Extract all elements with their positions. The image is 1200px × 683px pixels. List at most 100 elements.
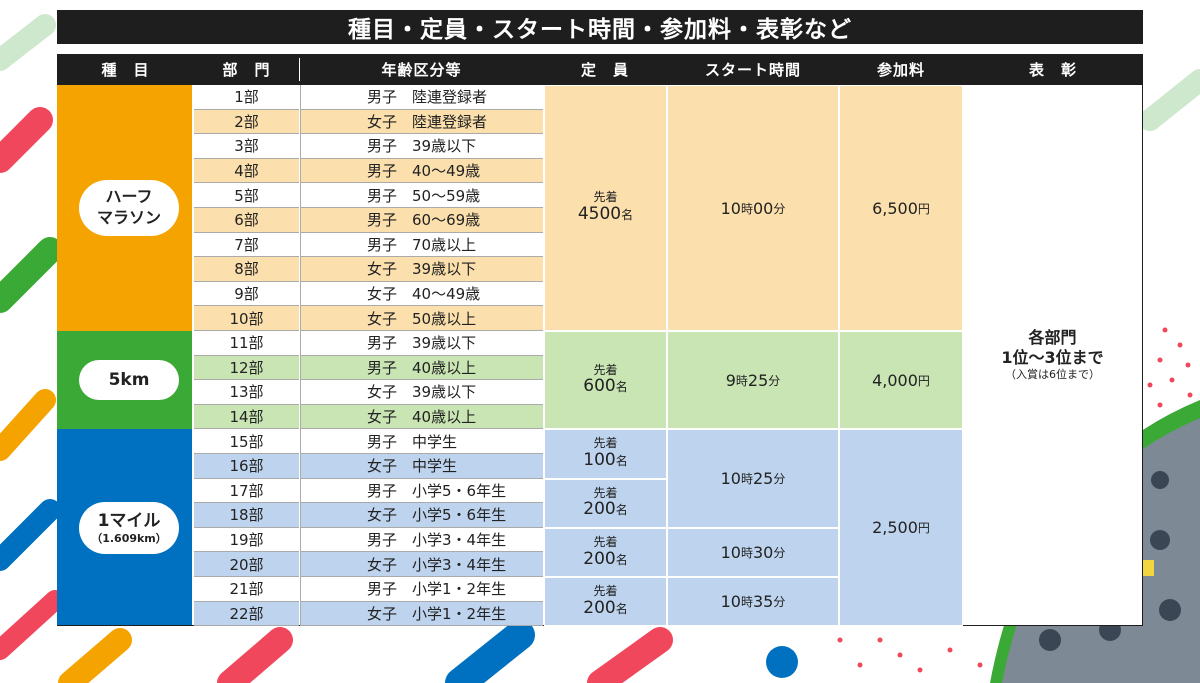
fee-value: 4,000 [872,370,918,390]
event-label-5km: 5km [79,360,179,400]
capacity-cell: 先着 100名 [544,429,667,479]
age-class-text: 男子 70歳以上 [367,235,477,254]
event-name-line2: マラソン [96,208,161,227]
age-class-cell: 男子 60〜69歳 [300,208,543,233]
age-class-text: 男子 小学5・6年生 [367,481,507,500]
division-number: 1部 [234,88,259,107]
age-class-text: 女子 小学3・4年生 [367,555,507,574]
event-name-line2: （1.609km） [91,531,167,545]
award-cell: 各部門 1位〜3位まで （入賞は6位まで） [963,85,1142,625]
capacity-unit: 名 [615,503,628,518]
event-name-line1: 1マイル [97,511,161,532]
start-time-cell: 10 時 30 分 [667,527,839,577]
age-class-text: 女子 50歳以上 [367,309,477,328]
age-class-text: 男子 中学生 [367,432,458,451]
division-cell: 16部 [194,454,299,479]
division-number: 20部 [229,555,264,574]
division-cell: 14部 [194,404,299,430]
capacity-value: 600 [583,376,616,397]
division-number: 10部 [229,309,264,328]
award-line2: 1位〜3位まで [1001,348,1104,368]
capacity-cell: 先着 200名 [544,577,667,627]
capacity-unit: 名 [615,601,628,616]
age-class-cell: 男子 40歳以上 [300,355,543,381]
division-number: 19部 [229,531,264,550]
division-number: 11部 [229,334,264,353]
age-class-text: 女子 中学生 [367,457,458,476]
age-class-cell: 男子 小学3・4年生 [300,527,543,553]
age-class-cell: 女子 39歳以下 [300,380,543,405]
age-class-cell: 女子 40歳以上 [300,404,543,430]
start-hour: 10 [720,592,741,612]
header-award: 表 彰 [963,54,1143,85]
division-cell: 19部 [194,527,299,553]
capacity-label: 先着 [593,362,618,377]
capacity-label: 先着 [593,436,618,451]
capacity-amount: 4500名 [577,204,634,225]
capacity-unit: 名 [615,454,628,469]
division-number: 9部 [234,285,259,304]
age-class-cell: 男子 陸連登録者 [300,85,543,110]
capacity-label: 先着 [593,485,618,500]
division-number: 4部 [234,162,259,181]
division-number: 21部 [229,580,264,599]
division-number: 3部 [234,137,259,156]
capacity-value: 200 [583,499,616,520]
start-time-cell: 10 時 25 分 [667,429,839,528]
capacity-amount: 200名 [583,500,627,520]
age-class-text: 男子 陸連登録者 [367,88,488,107]
fee-value: 6,500 [872,198,918,218]
division-number: 13部 [229,383,264,402]
division-cell: 15部 [194,429,299,454]
division-number: 16部 [229,457,264,476]
capacity-label: 先着 [593,583,618,598]
capacity-unit: 名 [621,208,634,223]
age-class-cell: 男子 40〜49歳 [300,158,543,184]
page-title: 種目・定員・スタート時間・参加料・表彰など [57,10,1143,44]
header-capacity: 定 員 [543,54,667,85]
age-class-cell: 男子 小学1・2年生 [300,577,543,602]
start-minute-unit: 分 [773,472,786,487]
event-label-half-marathon: ハーフ マラソン [79,180,179,236]
division-cell: 18部 [194,503,299,528]
start-hour-unit: 時 [735,373,748,388]
age-class-text: 男子 小学1・2年生 [367,580,507,599]
start-time-cell: 10 時 00 分 [667,85,839,331]
age-class-cell: 女子 小学1・2年生 [300,601,543,627]
fee-cell: 6,500 円 [839,85,963,331]
capacity-unit: 名 [615,380,628,395]
capacity-cell: 先着 200名 [544,527,667,577]
age-class-cell: 女子 50歳以上 [300,306,543,331]
start-minute: 25 [753,469,774,489]
fee-unit: 円 [917,201,930,216]
division-number: 18部 [229,506,264,525]
age-class-text: 男子 39歳以下 [367,334,477,353]
age-class-cell: 女子 39歳以下 [300,257,543,282]
capacity-label: 先着 [593,190,618,205]
fee-cell: 4,000 円 [839,331,963,430]
age-class-text: 女子 39歳以下 [367,383,477,402]
capacity-cell: 先着 600名 [544,331,667,430]
capacity-value: 100 [583,450,616,471]
age-class-text: 男子 60〜69歳 [367,211,481,230]
division-number: 22部 [229,604,264,623]
start-hour-unit: 時 [740,595,753,610]
start-minute-unit: 分 [773,545,786,560]
division-number: 12部 [229,358,264,377]
header-event: 種 目 [57,54,194,85]
start-minute-unit: 分 [773,201,786,216]
start-hour-unit: 時 [740,201,753,216]
capacity-value: 200 [583,597,616,618]
award-line3: （入賞は6位まで） [1005,368,1100,382]
capacity-value: 4500 [577,204,622,225]
age-class-text: 女子 小学1・2年生 [367,604,507,623]
age-class-text: 女子 小学5・6年生 [367,506,507,525]
event-table: 種 目 部 門 年齢区分等 定 員 スタート時間 参加料 表 彰 ハーフ マラソ… [57,54,1143,627]
start-hour: 10 [720,198,741,218]
capacity-label: 先着 [593,534,618,549]
start-minute: 00 [753,198,774,218]
division-cell: 22部 [194,601,299,627]
division-number: 15部 [229,432,264,451]
division-cell: 21部 [194,577,299,602]
fee-unit: 円 [917,373,930,388]
